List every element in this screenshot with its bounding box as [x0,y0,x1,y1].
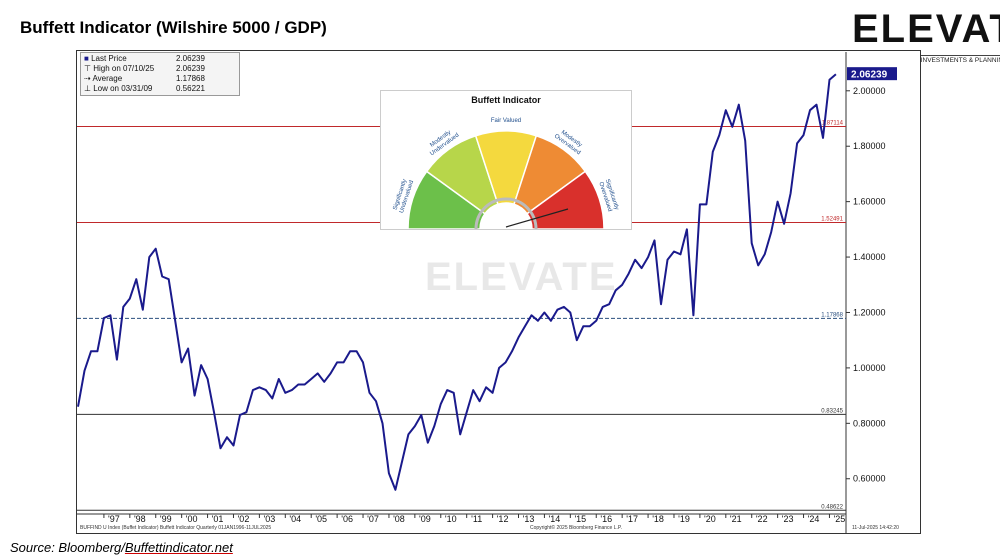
gauge-segment [525,170,605,229]
x-tick-label: '08 [393,514,405,524]
gauge-svg: SignificantlyUndervaluedModestlyUnderval… [393,118,619,229]
x-tick-label: '24 [808,514,820,524]
x-tick-label: '15 [574,514,586,524]
x-tick-label: '00 [186,514,198,524]
stat-high: ⊤ High on 07/10/25 2.06239 [84,64,205,73]
x-tick-label: '13 [523,514,535,524]
x-tick-label: '21 [730,514,742,524]
average-icon: ⇢ [84,74,91,83]
x-tick-label: '09 [419,514,431,524]
gauge-segment-label: Fair Valued [491,118,521,124]
x-tick-label: '18 [652,514,664,524]
y-tick-label: 1.20000 [853,307,886,317]
stats-legend: ■ Last Price 2.06239 ⊤ High on 07/10/25 … [80,52,240,96]
x-tick-label: '23 [782,514,794,524]
y-tick-label: 0.80000 [853,418,886,428]
x-tick-label: '06 [341,514,353,524]
x-tick-label: '01 [212,514,224,524]
last-price-icon: ■ [84,54,89,63]
source-link[interactable]: Buffettindicator.net [124,540,233,555]
x-tick-label: '05 [315,514,327,524]
x-tick-label: '02 [238,514,250,524]
gauge-needle [505,208,569,228]
series-line [77,73,837,491]
logo-tagline: CAPITAL ADVISORS | INVESTMENTS & PLANNIN… [854,55,1000,64]
last-value-label: 2.06239 [851,70,888,81]
reference-line-label: 1.87114 [822,121,844,127]
x-tick-label: '16 [600,514,612,524]
stat-average: ⇢ Average 1.17868 [84,74,205,83]
high-icon: ⊤ [84,64,91,73]
x-tick-label: '07 [367,514,379,524]
x-tick-label: '11 [471,514,482,524]
footer-timestamp: 11-Jul-2025 14:42:20 [852,525,899,531]
reference-line-label: 0.48622 [821,504,843,510]
stat-low: ⊥ Low on 03/31/09 0.56221 [84,84,205,93]
x-tick-label: '12 [497,514,509,524]
footer-index-note: BUFFIND U Index (Buffet Indicator) Buffe… [80,525,272,531]
gauge-title: Buffett Indicator [471,95,541,105]
x-tick-label: '25 [834,514,846,524]
elevate-logo: ELEVATE CAPITAL ADVISORS | INVESTMENTS &… [852,6,1000,66]
x-tick-label: '20 [704,514,716,524]
page-title: Buffett Indicator (Wilshire 5000 / GDP) [20,18,327,37]
x-tick-label: '97 [108,514,120,524]
y-tick-label: 0.60000 [853,474,886,484]
x-tick-label: '04 [289,514,301,524]
last-value-tag [847,67,897,81]
x-tick-label: '22 [756,514,768,524]
x-tick-label: '10 [445,514,457,524]
y-tick-label: 1.00000 [853,363,886,373]
watermark: ELEVATE [425,255,618,299]
footer-copyright: Copyright© 2025 Bloomberg Finance L.P. [530,525,622,531]
x-tick-label: '17 [626,514,638,524]
x-tick-label: '14 [549,514,561,524]
reference-line-label: 1.17868 [821,312,843,318]
logo-word: ELEVATE [852,7,1000,51]
low-icon: ⊥ [84,84,91,93]
y-tick-label: 1.60000 [853,197,886,207]
y-tick-label: 1.40000 [853,252,886,262]
valuation-gauge: Buffett Indicator SignificantlyUndervalu… [380,90,632,230]
y-tick-label: 2.00000 [853,86,886,96]
reference-line-label: 0.83245 [821,408,843,414]
x-tick-label: '99 [160,514,172,524]
x-tick-label: '19 [678,514,690,524]
stat-last-price: ■ Last Price 2.06239 [84,54,205,63]
y-tick-label: 1.80000 [853,141,886,151]
gauge-hub [474,197,538,229]
source-note: Source: Bloomberg/Buffettindicator.net [10,540,233,555]
x-tick-label: '03 [264,514,276,524]
reference-line-label: 1.52491 [821,216,843,222]
x-tick-label: '98 [134,514,146,524]
